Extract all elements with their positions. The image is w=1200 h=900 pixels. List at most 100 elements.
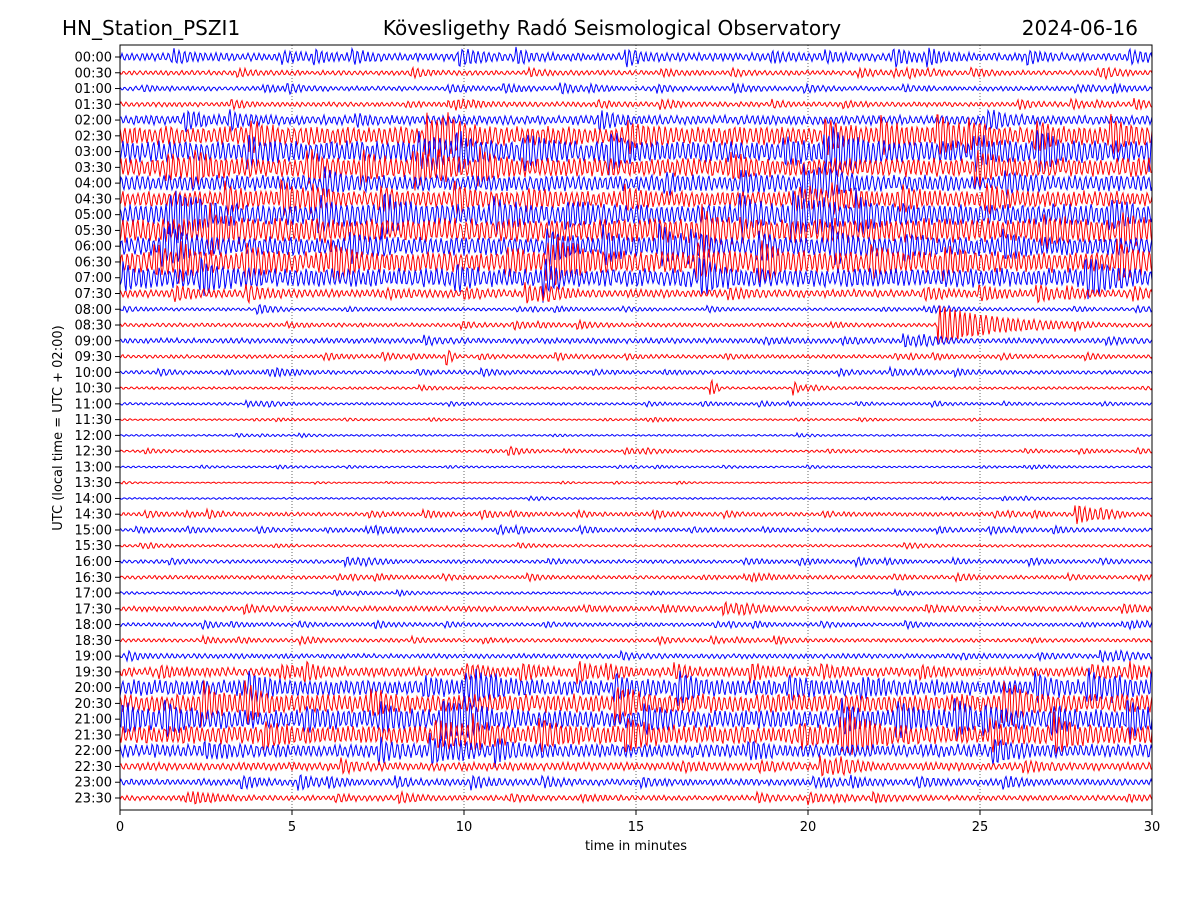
y-tick-label: 09:30 [75, 350, 112, 365]
trace-1830 [119, 633, 1153, 647]
y-tick-label: 02:00 [75, 114, 112, 129]
y-tick-label: 20:00 [75, 681, 112, 696]
y-tick-label: 21:00 [75, 713, 112, 728]
y-tick-label: 05:30 [75, 224, 112, 239]
trace-0000 [119, 46, 1153, 68]
y-tick-label: 10:30 [75, 382, 112, 397]
trace-2300 [119, 774, 1153, 791]
trace-0300 [119, 126, 1153, 176]
station-title: HN_Station_PSZI1 [62, 16, 240, 40]
trace-0530 [119, 202, 1153, 256]
trace-1430 [119, 505, 1153, 525]
y-tick-label: 11:30 [75, 413, 112, 428]
trace-2330 [119, 789, 1153, 806]
trace-1530 [119, 541, 1153, 550]
y-tick-label: 23:00 [75, 776, 112, 791]
y-tick-label: 00:30 [75, 66, 112, 81]
trace-0630 [119, 237, 1153, 286]
y-tick-label: 11:00 [75, 397, 112, 412]
y-tick-label: 18:00 [75, 618, 112, 633]
y-tick-label: 16:00 [75, 555, 112, 570]
y-tick-label: 02:30 [75, 129, 112, 144]
trace-0400 [119, 163, 1153, 202]
y-tick-label: 04:00 [75, 177, 112, 192]
trace-1600 [119, 555, 1153, 569]
trace-0430 [119, 178, 1153, 216]
y-tick-label: 06:30 [75, 255, 112, 270]
y-tick-label: 03:00 [75, 145, 112, 160]
date-title: 2024-06-16 [1022, 16, 1138, 40]
y-axis-label: UTC (local time = UTC + 02:00) [51, 325, 66, 530]
y-tick-label: 12:00 [75, 429, 112, 444]
y-tick-label: 19:30 [75, 665, 112, 680]
trace-1900 [119, 648, 1153, 663]
trace-2230 [119, 755, 1153, 777]
trace-0100 [119, 82, 1153, 96]
trace-2030 [119, 680, 1153, 727]
x-tick-label: 10 [456, 820, 473, 835]
x-tick-labels: 0 5 10 15 20 25 30 [116, 810, 1160, 835]
y-tick-label: 21:30 [75, 728, 112, 743]
x-tick-label: 30 [1144, 820, 1161, 835]
y-tick-label: 08:00 [75, 303, 112, 318]
x-axis-label: time in minutes [585, 839, 687, 854]
trace-0030 [119, 65, 1153, 81]
y-tick-label: 17:00 [75, 587, 112, 602]
trace-1800 [119, 619, 1153, 631]
y-tick-label: 00:00 [75, 51, 112, 66]
y-tick-label: 12:30 [75, 445, 112, 460]
seismic-traces [119, 46, 1153, 806]
plot-frame [119, 44, 1153, 811]
trace-0900 [119, 333, 1153, 349]
y-tick-label: 07:00 [75, 271, 112, 286]
trace-0830 [119, 305, 1153, 344]
y-tick-label: 07:30 [75, 287, 112, 302]
x-tick-label: 0 [116, 820, 124, 835]
trace-0500 [119, 187, 1153, 244]
trace-1300 [119, 464, 1153, 471]
y-tick-label: 22:00 [75, 744, 112, 759]
trace-1100 [119, 399, 1153, 409]
trace-0130 [119, 97, 1153, 112]
y-tick-label: 18:30 [75, 634, 112, 649]
x-tick-label: 5 [288, 820, 296, 835]
y-tick-label: 09:00 [75, 334, 112, 349]
trace-1230 [119, 445, 1153, 456]
trace-2000 [119, 667, 1153, 708]
trace-1000 [119, 365, 1153, 379]
trace-2200 [119, 732, 1153, 768]
trace-0800 [119, 303, 1153, 316]
y-tick-label: 04:30 [75, 192, 112, 207]
trace-1400 [119, 495, 1153, 502]
y-tick-label: 15:30 [75, 539, 112, 554]
y-tick-label: 05:00 [75, 208, 112, 223]
trace-0230 [119, 112, 1153, 157]
trace-0730 [119, 282, 1153, 305]
trace-1700 [119, 588, 1153, 598]
y-tick-label: 16:30 [75, 571, 112, 586]
trace-1030 [119, 378, 1153, 396]
trace-1500 [119, 523, 1153, 537]
y-tick-label: 10:00 [75, 366, 112, 381]
trace-2130 [119, 709, 1153, 755]
trace-1200 [119, 431, 1153, 439]
y-tick-label: 14:30 [75, 508, 112, 523]
y-tick-label: 19:00 [75, 650, 112, 665]
y-tick-label: 23:30 [75, 792, 112, 807]
y-tick-labels: 00:0000:3001:0001:3002:0002:3003:0003:30… [75, 51, 120, 807]
x-tick-label: 20 [800, 820, 817, 835]
trace-0930 [119, 349, 1153, 366]
y-tick-label: 15:00 [75, 523, 112, 538]
x-tick-label: 25 [972, 820, 989, 835]
trace-0200 [119, 108, 1153, 133]
y-tick-label: 03:30 [75, 161, 112, 176]
y-tick-label: 17:30 [75, 602, 112, 617]
y-tick-label: 01:00 [75, 82, 112, 97]
trace-1130 [119, 416, 1153, 424]
y-tick-label: 01:30 [75, 98, 112, 113]
trace-1730 [119, 600, 1153, 617]
y-tick-label: 14:00 [75, 492, 112, 507]
chart-title: Kövesligethy Radó Seismological Observat… [383, 16, 841, 40]
trace-1630 [119, 571, 1153, 584]
